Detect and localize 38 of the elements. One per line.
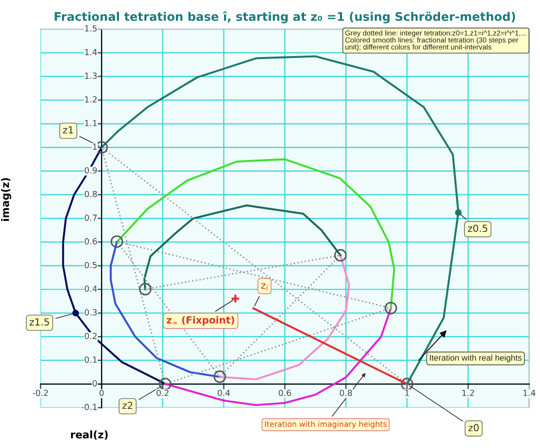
y-tick-label: 0.8 [84, 190, 97, 198]
y-tick-label: 0.4 [84, 285, 97, 292]
y-axis-title: imag(z) [1, 178, 12, 221]
annotation: z1 [63, 126, 73, 134]
y-tick-label: 1.2 [85, 96, 97, 102]
x-tick-label: 0.4 [218, 390, 230, 396]
y-tick-label: 0.7 [84, 214, 97, 221]
x-tick-label: 1.4 [523, 390, 536, 396]
x-tick-label: 0.8 [340, 390, 352, 396]
y-tick-label: 1.4 [85, 49, 97, 56]
x-tick-label: 1 [405, 390, 409, 396]
annotation: z2 [122, 402, 132, 409]
y-tick-label: 0.6 [84, 238, 97, 244]
x-tick-label: 1.2 [462, 390, 474, 396]
annotation: z1.5 [30, 318, 49, 326]
x-tick-label: 0.6 [278, 390, 291, 396]
annotation: z0 [468, 424, 479, 432]
y-tick-label: 1.5 [85, 25, 97, 32]
y-tick-label: 0 [92, 380, 97, 386]
x-tick-label: 0 [99, 390, 104, 396]
y-tick-label: 1.3 [85, 72, 97, 79]
y-tick-label: 0.1 [84, 356, 97, 363]
point [230, 294, 240, 304]
annotation: z$_{∞}$ (Fixpoint) [166, 316, 234, 326]
y-tick-label: 1.1 [85, 120, 97, 126]
y-tick-label: 1 [93, 144, 97, 150]
annotation: z0.5 [468, 224, 488, 232]
x-tick-label: -0.2 [32, 390, 48, 396]
annotation: Iteration with real heights [430, 354, 522, 362]
chart-title: Fractional tetration base î, starting at z₀ =1 (using Schröder-method) [54, 11, 516, 24]
x-tick-label: 0.2 [156, 390, 168, 396]
y-tick-label: -0.1 [82, 404, 97, 410]
y-tick-label: 0.5 [84, 262, 97, 268]
x-axis-title: real(z) [71, 430, 108, 440]
y-tick-label: 0.3 [84, 309, 97, 316]
y-tick-label: 0.9 [84, 167, 97, 174]
y-tick-label: 0.2 [84, 332, 97, 340]
annotation: z$_{i}$ [261, 283, 268, 290]
